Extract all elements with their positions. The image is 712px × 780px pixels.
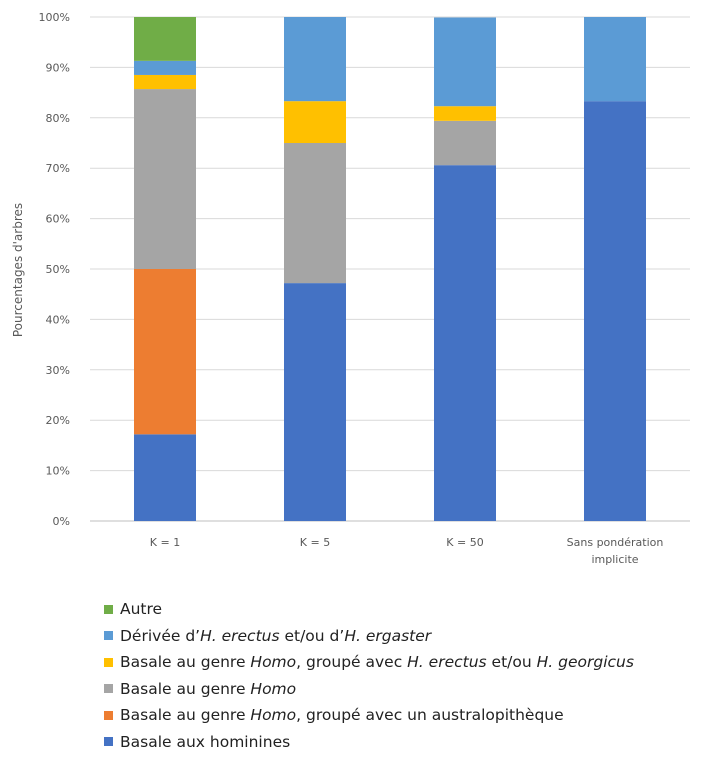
legend-item: Autre bbox=[104, 596, 634, 623]
legend-label: Basale au genre Homo bbox=[120, 679, 297, 698]
legend-swatch bbox=[104, 631, 113, 641]
bar-segment bbox=[134, 60, 196, 75]
legend-swatch bbox=[104, 657, 113, 667]
legend-label: Basale au genre Homo, groupé avec un aus… bbox=[120, 706, 564, 725]
legend-swatch bbox=[104, 684, 113, 694]
legend-item: Basale au genre Homo, groupé avec un aus… bbox=[104, 702, 634, 729]
x-tick-label: K = 5 bbox=[300, 536, 330, 549]
bars bbox=[134, 17, 646, 521]
y-axis-ticks: 0% 10% 20% 30% 40% 50% 60% 70% 80% 90% 100% bbox=[39, 11, 70, 528]
bar-segment bbox=[134, 89, 196, 270]
legend-swatch bbox=[104, 604, 113, 614]
bar-segment bbox=[134, 17, 196, 61]
bar-segment bbox=[134, 434, 196, 521]
bar-segment bbox=[134, 269, 196, 435]
y-tick-label: 10% bbox=[46, 465, 70, 478]
legend-item: Basale aux hominines bbox=[104, 729, 634, 756]
legend-item: Basale au genre Homo, groupé avec H. ere… bbox=[104, 649, 634, 676]
y-tick-label: 60% bbox=[46, 213, 70, 226]
y-axis-label: Pourcentages d'arbres bbox=[11, 203, 25, 337]
legend-label: Basale au genre Homo, groupé avec H. ere… bbox=[120, 653, 634, 672]
y-tick-label: 0% bbox=[53, 515, 70, 528]
legend-swatch bbox=[104, 710, 113, 720]
bar-segment bbox=[284, 283, 346, 521]
bar-segment bbox=[134, 74, 196, 90]
bar-segment bbox=[284, 143, 346, 284]
legend-swatch bbox=[104, 737, 113, 747]
bar-segment bbox=[434, 106, 496, 121]
y-tick-label: 100% bbox=[39, 11, 70, 24]
legend: Autre Dérivée d’H. erectus et/ou d’H. erg… bbox=[104, 596, 634, 755]
bar-segment bbox=[284, 101, 346, 143]
bar-segment bbox=[434, 17, 496, 107]
x-tick-label: K = 1 bbox=[150, 536, 180, 549]
y-tick-label: 20% bbox=[46, 414, 70, 427]
y-tick-label: 90% bbox=[46, 61, 70, 74]
bar-segment bbox=[284, 17, 346, 102]
y-tick-label: 80% bbox=[46, 112, 70, 125]
x-tick-label: Sans pondération bbox=[567, 536, 664, 549]
y-tick-label: 30% bbox=[46, 364, 70, 377]
y-tick-label: 70% bbox=[46, 162, 70, 175]
x-tick-label: K = 50 bbox=[446, 536, 483, 549]
x-tick-label: implicite bbox=[591, 553, 638, 566]
x-axis-ticks: K = 1 K = 5 K = 50 Sans pondération implicit… bbox=[150, 536, 664, 566]
legend-label: Dérivée d’H. erectus et/ou d’H. ergaster bbox=[120, 626, 432, 645]
bar-segment bbox=[584, 101, 646, 521]
y-tick-label: 40% bbox=[46, 313, 70, 326]
legend-label: Autre bbox=[120, 600, 163, 619]
legend-label: Basale aux hominines bbox=[120, 732, 291, 751]
stacked-bar-chart: 0% 10% 20% 30% 40% 50% 60% 70% 80% 90% 100% Pource… bbox=[11, 11, 690, 566]
bar-segment bbox=[434, 120, 496, 166]
bar-segment bbox=[434, 165, 496, 521]
y-tick-label: 50% bbox=[46, 263, 70, 276]
legend-item: Basale au genre Homo bbox=[104, 676, 634, 703]
bar-segment bbox=[584, 17, 646, 102]
legend-item: Dérivée d’H. erectus et/ou d’H. ergaster bbox=[104, 623, 634, 650]
